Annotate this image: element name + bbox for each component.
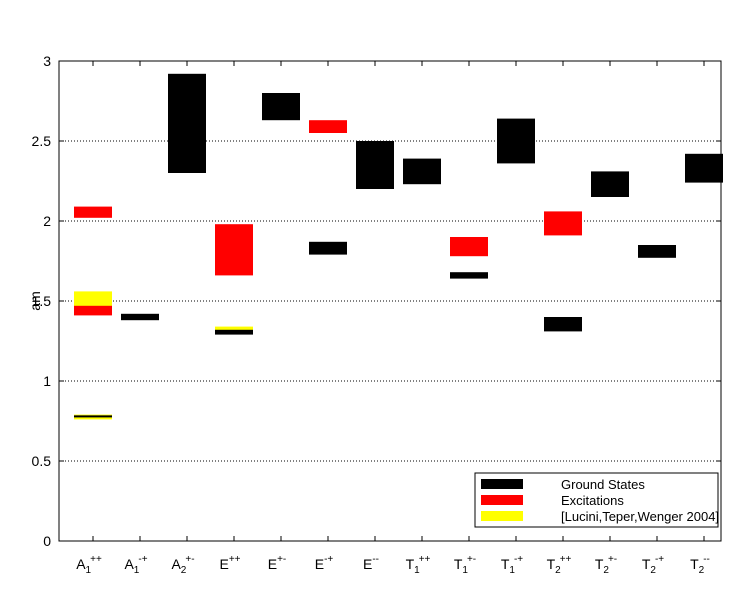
box-4 bbox=[74, 415, 112, 418]
xtick-label-10: T2++ bbox=[547, 554, 572, 576]
box-16 bbox=[450, 272, 488, 279]
box-9 bbox=[215, 329, 253, 335]
box-2 bbox=[74, 206, 112, 218]
box-7 bbox=[215, 224, 253, 276]
box-6 bbox=[168, 73, 206, 173]
y-axis-ticks: 0 0.5 1 1.5 2 2.5 3 bbox=[32, 53, 721, 549]
xtick-label-8: T1+- bbox=[454, 554, 476, 576]
xtick-label-2: A2+- bbox=[171, 554, 194, 576]
xtick-label-13: T2-- bbox=[690, 554, 710, 576]
ytick-label-2: 1 bbox=[43, 373, 51, 389]
y-axis-label: am bbox=[27, 291, 43, 310]
xtick-label-12: T2-+ bbox=[642, 554, 664, 576]
box-5 bbox=[121, 313, 159, 321]
legend-label-0: Ground States bbox=[561, 477, 645, 492]
legend-label-2: [Lucini,Teper,Wenger 2004] bbox=[561, 509, 719, 524]
box-12 bbox=[309, 241, 347, 255]
xtick-label-3: E++ bbox=[219, 554, 240, 572]
ytick-label-1: 0.5 bbox=[32, 453, 52, 469]
x-axis-ticks: A1++ A1-+ A2+- E++ E+- E-+ E-- T1++ T1+- T1-+ T2++… bbox=[76, 61, 710, 576]
box-10 bbox=[262, 93, 300, 121]
xtick-label-0: A1++ bbox=[76, 554, 102, 576]
xtick-label-9: T1-+ bbox=[501, 554, 523, 576]
box-14 bbox=[403, 158, 441, 185]
box-18 bbox=[544, 211, 582, 236]
data-boxes bbox=[74, 73, 723, 420]
box-21 bbox=[638, 245, 676, 258]
box-1 bbox=[74, 305, 112, 316]
ytick-label-0: 0 bbox=[43, 533, 51, 549]
box-8 bbox=[215, 326, 253, 332]
xtick-label-4: E+- bbox=[268, 554, 287, 572]
xtick-label-11: T2+- bbox=[595, 554, 617, 576]
box-17 bbox=[497, 118, 535, 164]
ytick-label-3: 1.5 bbox=[32, 293, 52, 309]
legend-swatch-2 bbox=[481, 511, 523, 521]
xtick-label-6: E-- bbox=[363, 554, 379, 572]
box-15 bbox=[450, 237, 488, 257]
box-20 bbox=[591, 171, 629, 197]
ytick-label-6: 3 bbox=[43, 53, 51, 69]
box-19 bbox=[544, 317, 582, 332]
ytick-label-4: 2 bbox=[43, 213, 51, 229]
box-11 bbox=[309, 120, 347, 133]
box-13 bbox=[356, 141, 394, 189]
xtick-label-7: T1++ bbox=[406, 554, 431, 576]
xtick-label-1: A1-+ bbox=[124, 554, 147, 576]
legend-swatch-0 bbox=[481, 479, 523, 489]
legend: Ground StatesExcitations[Lucini,Teper,We… bbox=[474, 472, 719, 528]
legend-label-1: Excitations bbox=[561, 493, 624, 508]
box-22 bbox=[685, 153, 723, 183]
xtick-label-5: E-+ bbox=[315, 554, 334, 572]
box-0 bbox=[74, 291, 112, 308]
ytick-label-5: 2.5 bbox=[32, 133, 52, 149]
legend-swatch-1 bbox=[481, 495, 523, 505]
